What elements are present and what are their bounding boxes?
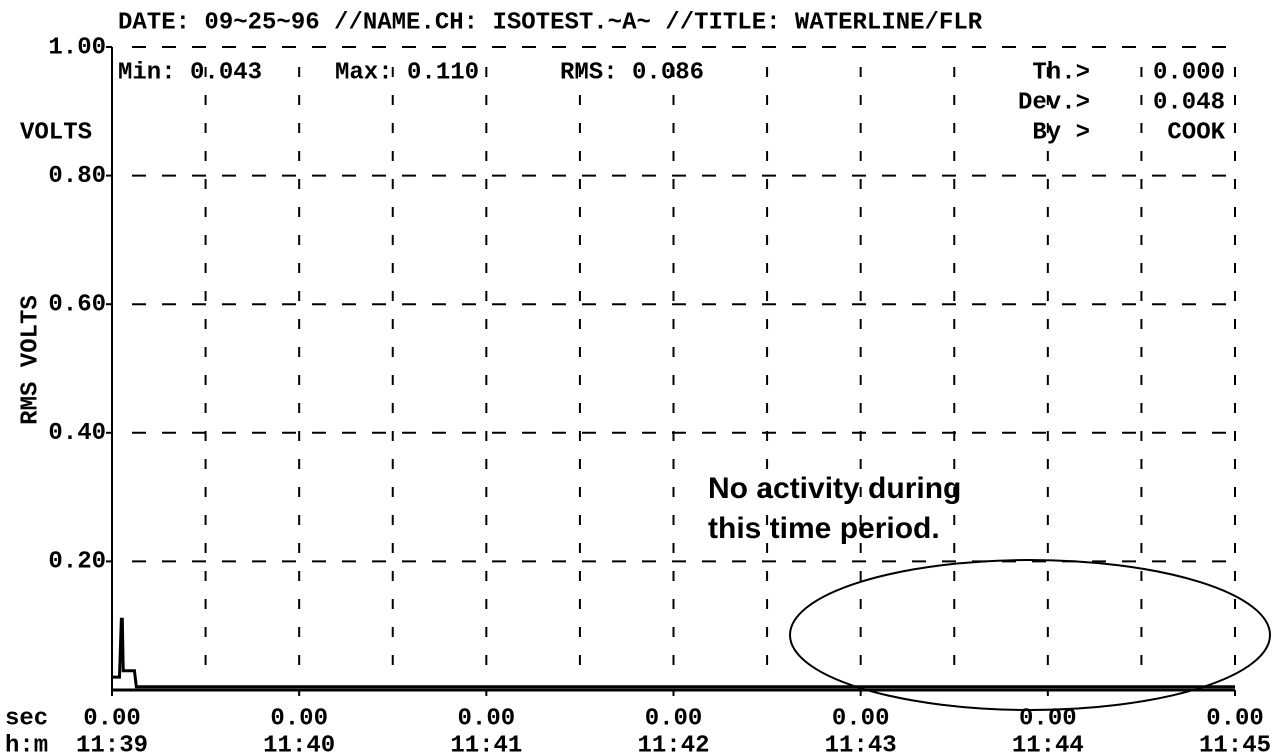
y-tick-label: 0.80: [48, 163, 106, 190]
info-value: COOK: [1167, 119, 1225, 146]
y-tick-label: 0.20: [48, 549, 106, 576]
series-line: [112, 617, 1235, 689]
x-tick-label: 11:42: [637, 732, 709, 756]
y-tick-label: 0.60: [48, 292, 106, 319]
x-tick-label: 11:39: [76, 732, 148, 756]
x-tick-sec: 0.00: [270, 705, 328, 732]
x-tick-sec: 0.00: [645, 705, 703, 732]
stat: RMS: 0.086: [560, 59, 704, 86]
info-value: 0.000: [1153, 59, 1225, 86]
info-label: Th.>: [1032, 59, 1090, 86]
x-tick-label: 11:40: [263, 732, 335, 756]
x-tick-label: 11:45: [1199, 732, 1271, 756]
x-tick-label: 11:41: [450, 732, 522, 756]
annotation-ellipse: [789, 559, 1271, 711]
header: DATE: 09~25~96 //NAME.CH: ISOTEST.~A~ //…: [118, 9, 983, 36]
y-unit: VOLTS: [20, 119, 92, 146]
x-tick-sec: 0.00: [832, 705, 890, 732]
info-label: By >: [1032, 119, 1090, 146]
stat: Min: 0.043: [118, 59, 262, 86]
x-tick-label: 11:44: [1012, 732, 1084, 756]
info-value: 0.048: [1153, 89, 1225, 116]
x-tick-sec: 0.00: [1206, 705, 1264, 732]
y-tick-label: 0.40: [48, 420, 106, 447]
annotation: this time period.: [708, 512, 940, 545]
info-label: Dev.>: [1018, 89, 1090, 116]
x-prefix: sec: [5, 705, 48, 732]
x-tick-sec: 0.00: [83, 705, 141, 732]
x-tick-sec: 0.00: [1019, 705, 1077, 732]
y-tick-label: 1.00: [48, 34, 106, 61]
stat: Max: 0.110: [335, 59, 479, 86]
x-prefix: h:m: [5, 732, 48, 756]
annotation: No activity during: [708, 472, 961, 505]
y-axis-title: RMS VOLTS: [17, 295, 44, 425]
x-tick-label: 11:43: [825, 732, 897, 756]
x-tick-sec: 0.00: [458, 705, 516, 732]
